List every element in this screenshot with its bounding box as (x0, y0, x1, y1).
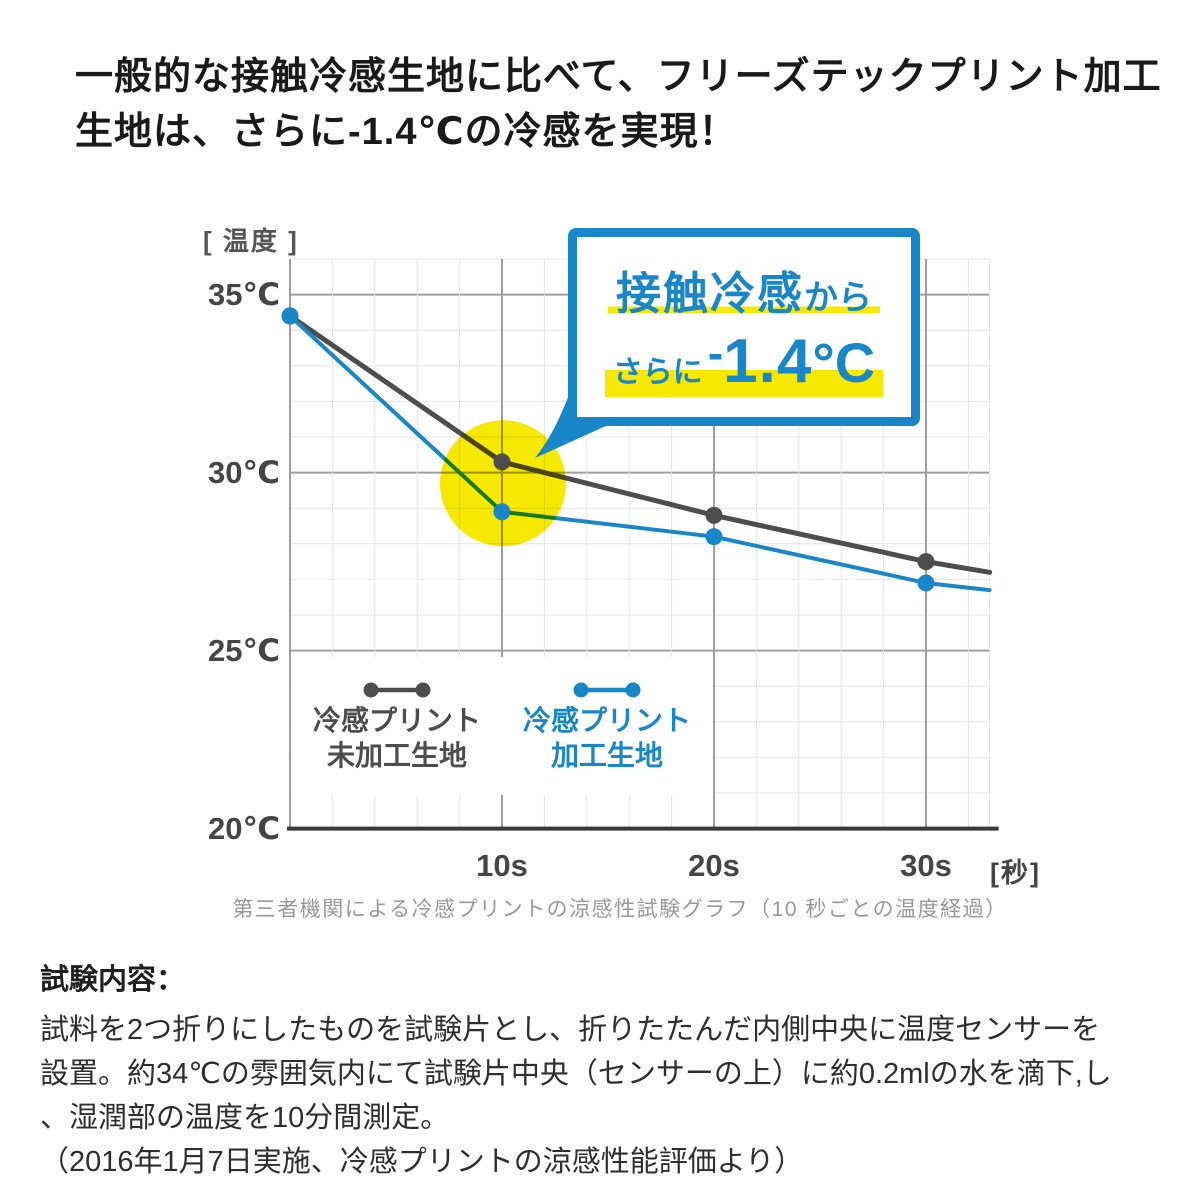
legend-label-untreated: 冷感プリント 未加工生地 (313, 703, 481, 773)
page-title-line1: 一般的な接触冷感生地に比べて、フリーズテックプリント加工 (75, 56, 1162, 98)
test-details-heading: 試験内容： (40, 964, 186, 996)
callout-keyword: 接触冷感 (615, 268, 804, 319)
legend-marker-treated-icon (573, 682, 641, 698)
callout-line1: 接触冷感から (607, 257, 880, 322)
callout-line1-highlight: 接触冷感から (607, 268, 880, 319)
y-tick-30: 30℃ (207, 455, 280, 490)
legend-treated-line2: 加工生地 (550, 740, 663, 771)
test-details-note: （2016年1月7日実施、冷感プリントの涼感性能評価より） (40, 1146, 804, 1178)
page-title: 一般的な接触冷感生地に比べて、フリーズテックプリント加工 生地は、さらに-1.4… (75, 50, 1175, 160)
legend-untreated-line1: 冷感プリント (312, 705, 481, 736)
test-details: 試験内容： 試料を2つ折りにしたものを試験片とし、折りたたんだ内側中央に温度セン… (40, 956, 1170, 1184)
legend-label-treated: 冷感プリント 加工生地 (523, 703, 691, 773)
callout-delta-value: 1.4 (723, 327, 813, 396)
legend-untreated-line2: 未加工生地 (326, 740, 467, 771)
page-title-line2: 生地は、さらに-1.4℃の冷感を実現！ (75, 111, 738, 153)
y-tick-25: 25℃ (207, 633, 280, 668)
legend-item-untreated: 冷感プリント 未加工生地 (292, 679, 502, 773)
y-tick-20: 20℃ (207, 811, 280, 846)
callout-particle: から (804, 279, 872, 317)
chart-caption: 第三者機関による冷感プリントの涼感性試験グラフ（10 秒ごとの温度経過） (232, 898, 1008, 921)
x-tick-10s: 10s (476, 848, 528, 883)
x-tick-20s: 20s (688, 848, 740, 883)
chart-legend: 冷感プリント 未加工生地 冷感プリント 加工生地 (292, 657, 712, 795)
callout-bubble: 接触冷感から さらに -1.4 °C (568, 228, 920, 426)
test-details-line3: 、湿潤部の温度を10分間測定。 (40, 1102, 450, 1134)
callout-delta-unit: °C (812, 331, 876, 394)
callout-line2: さらに -1.4 °C (604, 326, 884, 397)
legend-item-treated: 冷感プリント 加工生地 (502, 679, 712, 773)
callout-prefix: さらに (612, 356, 703, 389)
x-axis-unit-label: [秒] (990, 858, 1041, 888)
x-tick-30s: 30s (900, 848, 952, 883)
legend-treated-line1: 冷感プリント (522, 705, 691, 736)
legend-marker-untreated-icon (363, 682, 431, 698)
y-tick-35: 35℃ (207, 277, 280, 312)
y-axis-unit-label: [ 温度 ] (203, 226, 299, 256)
callout-line2-highlight: さらに -1.4 °C (604, 326, 884, 397)
test-details-line2: 設置。約34℃の雰囲気内にて試験片中央（センサーの上）に約0.2mlの水を滴下,… (40, 1058, 1112, 1090)
test-details-line1: 試料を2つ折りにしたものを試験片とし、折りたたんだ内側中央に温度センサーを (40, 1014, 1101, 1046)
